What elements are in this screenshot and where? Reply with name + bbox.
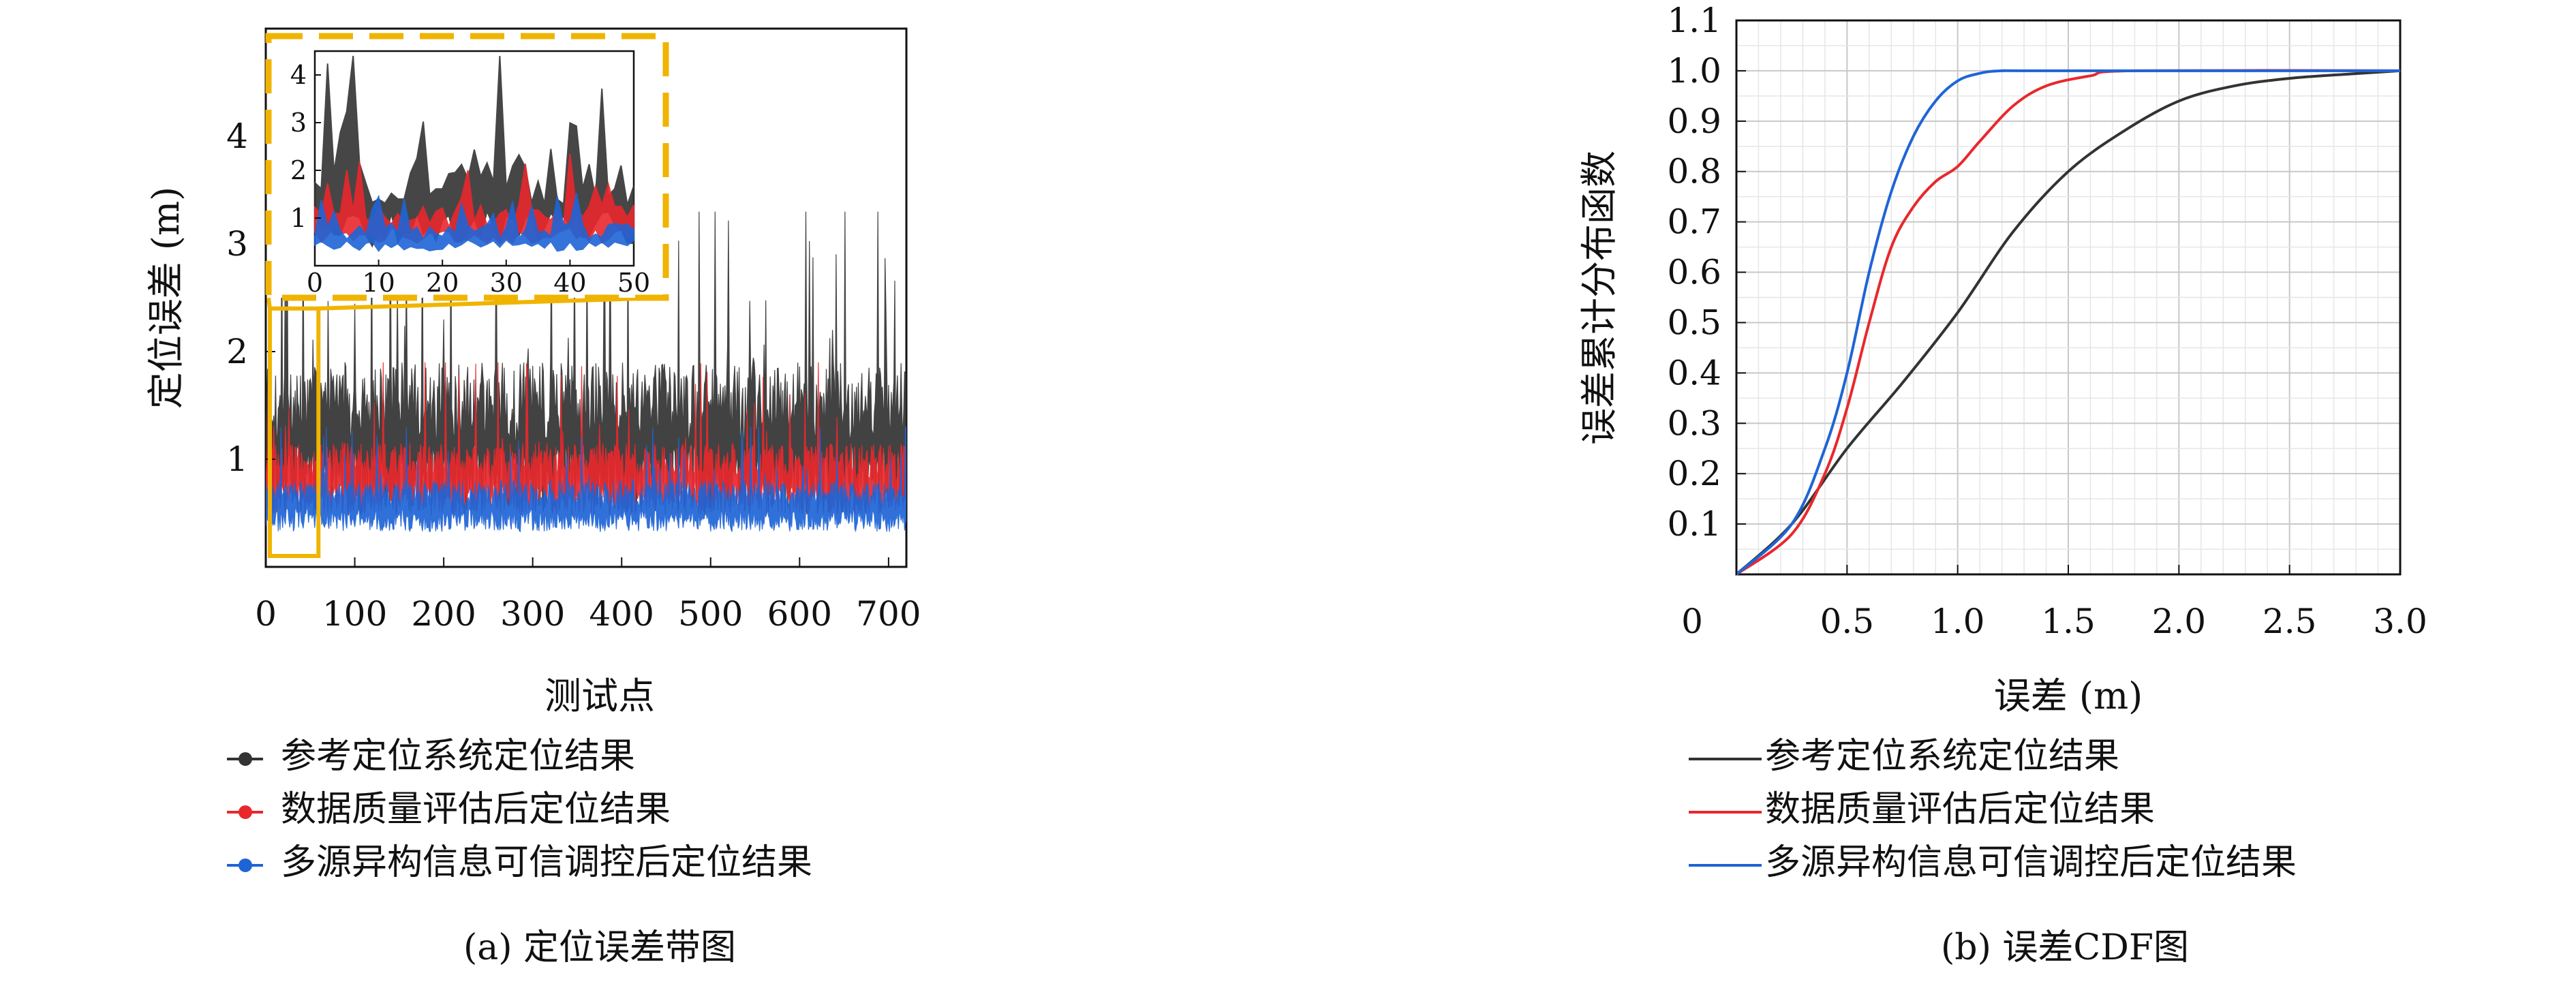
x-tick-label: 0.5 [1820,602,1875,641]
panel-a: 0 100 200 300 400 500 600 700 1 2 3 4 测试点 定位误差 (m) 0 10… [144,27,921,968]
y-tick-label: 3 [226,224,248,264]
zoom-connector-left [266,297,272,309]
inset-x-tick-label: 30 [490,268,523,298]
y-tick-label: 0.2 [1667,454,1721,493]
legend-label-2: 数据质量评估后定位结果 [1765,789,2155,830]
legend-marker-1 [239,752,252,766]
y-axis-label: 定位误差 (m) [144,187,187,409]
y-tick-label: 0.7 [1667,202,1721,242]
x-tick-label: 0 [255,594,277,634]
inset-x-tick-label: 10 [362,268,395,298]
legend-label-1: 参考定位系统定位结果 [281,736,635,777]
inset-band-1 [314,55,634,248]
x-tick-label: 100 [322,594,387,634]
inset-x-tick-label: 0 [307,268,323,298]
x-tick-label: 0 [1681,602,1703,641]
legend-label-1: 参考定位系统定位结果 [1765,736,2119,777]
x-axis-label: 误差 (m) [1994,675,2143,717]
legend-marker-3 [239,858,252,872]
x-tick-label: 600 [767,594,832,634]
x-tick-label: 700 [856,594,921,634]
cdf-line-2 [1735,69,2401,576]
x-tick-label: 1.0 [1931,602,1985,641]
y-axis-label: 误差累计分布函数 [1578,151,1621,445]
x-axis-label: 测试点 [545,675,655,717]
y-tick-label: 0.1 [1667,504,1721,544]
inset-y-tick-label: 4 [290,60,307,90]
band-3 [266,426,906,533]
x-tick-label: 200 [411,594,476,634]
legend-label-3: 多源异构信息可信调控后定位结果 [281,842,812,883]
inset-x-tick-label: 50 [617,268,650,298]
inset-band-3 [314,193,634,252]
legend-label-3: 多源异构信息可信调控后定位结果 [1765,842,2297,883]
inset-x-tick-label: 20 [426,268,459,298]
panel-caption: (b) 误差CDF图 [1941,927,2189,968]
x-tick-label: 300 [500,594,565,634]
x-tick-label: 3.0 [2373,602,2427,641]
inset-x-tick-label: 40 [553,268,586,298]
panel-b: 0 0.5 1.0 1.5 2.0 2.5 3.0 0.1 0.2 0.3 0.4 0.5 0.6 0.7… [1578,1,2427,968]
panel-a-frame [264,27,908,568]
y-tick-label: 0.3 [1667,403,1721,443]
x-tick-label: 1.5 [2041,602,2096,641]
cdf-line-3 [1735,69,2400,576]
y-tick-label: 1.0 [1667,51,1721,91]
cdf-line-1 [1735,69,2401,576]
y-tick-label: 4 [226,117,248,156]
y-tick-label: 1.1 [1667,1,1721,40]
x-tick-label: 2.0 [2152,602,2207,641]
inset-y-tick-label: 3 [290,108,307,138]
panel-caption: (a) 定位误差带图 [463,927,736,968]
x-tick-label: 500 [678,594,743,634]
y-tick-label: 0.4 [1667,353,1721,392]
zoom-region-box [268,306,321,558]
panel-a-bands [266,211,906,533]
y-tick-label: 0.9 [1667,102,1721,141]
y-tick-label: 0.5 [1667,303,1721,342]
legend-label-2: 数据质量评估后定位结果 [281,789,671,830]
inset-y-tick-label: 1 [290,203,307,233]
y-tick-label: 0.8 [1667,152,1721,191]
x-tick-label: 2.5 [2263,602,2317,641]
y-tick-label: 1 [226,439,248,479]
y-tick-label: 0.6 [1667,253,1721,292]
x-tick-label: 400 [589,594,654,634]
y-tick-label: 2 [226,332,248,371]
inset-y-tick-label: 2 [290,155,307,185]
legend-marker-2 [239,805,252,819]
